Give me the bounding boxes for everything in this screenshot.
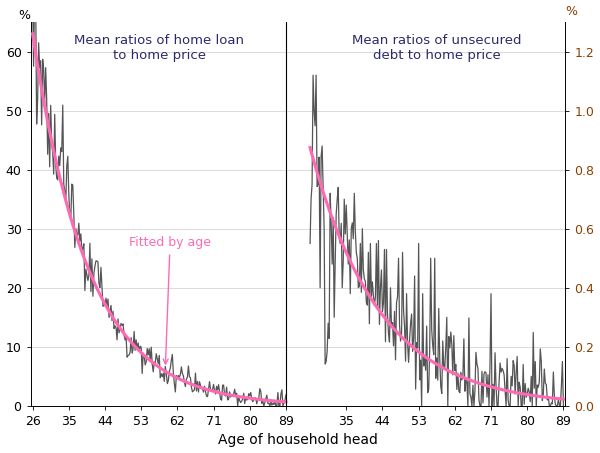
Text: %: % [565, 5, 577, 18]
Text: Mean ratios of unsecured
debt to home price: Mean ratios of unsecured debt to home pr… [352, 34, 521, 62]
X-axis label: Age of household head: Age of household head [218, 434, 378, 448]
Text: Mean ratios of home loan
to home price: Mean ratios of home loan to home price [74, 34, 244, 62]
Text: Fitted by age: Fitted by age [129, 236, 211, 364]
Text: %: % [19, 9, 31, 22]
